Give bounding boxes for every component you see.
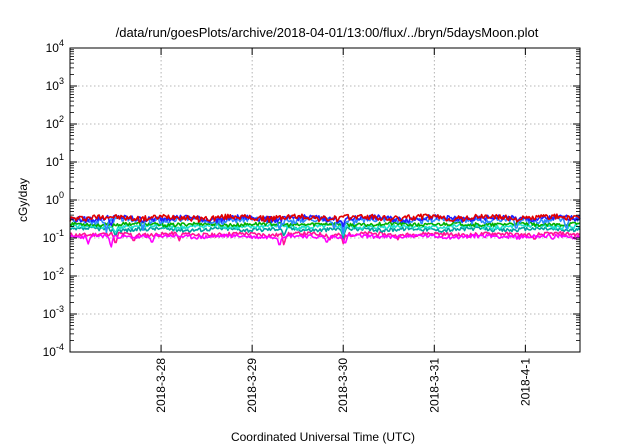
chart-title: /data/run/goesPlots/archive/2018-04-01/1… xyxy=(116,25,539,40)
y-axis-label: cGy/day xyxy=(16,178,30,222)
y-tick-label: 103 xyxy=(46,76,64,93)
series-line xyxy=(69,226,581,239)
grid xyxy=(70,48,580,352)
x-axis-label: Coordinated Universal Time (UTC) xyxy=(231,430,415,444)
x-tick-label: 2018-3-30 xyxy=(336,358,350,413)
series-group xyxy=(69,213,581,248)
y-tick-label: 10-4 xyxy=(43,342,64,359)
x-tick-labels: 2018-3-28 2018-3-29 2018-3-30 2018-3-31 2018… xyxy=(154,358,532,413)
series-line xyxy=(69,233,581,248)
x-tick-label: 2018-3-28 xyxy=(154,358,168,413)
y-tick-label: 10-3 xyxy=(43,304,64,321)
ticks xyxy=(70,47,580,353)
series-line xyxy=(69,223,581,236)
y-tick-label: 102 xyxy=(46,114,64,131)
x-tick-label: 2018-3-29 xyxy=(245,358,259,413)
y-tick-labels: 10-4 10-3 10-2 10-1 100 101 102 103 104 xyxy=(43,38,64,359)
x-tick-label: 2018-4-1 xyxy=(518,358,532,406)
x-tick-label: 2018-3-31 xyxy=(427,358,441,413)
y-tick-label: 10-2 xyxy=(43,266,64,283)
y-tick-label: 104 xyxy=(46,38,64,55)
y-tick-label: 101 xyxy=(46,152,64,169)
series-line xyxy=(69,221,581,228)
y-tick-label: 10-1 xyxy=(43,228,64,245)
y-tick-label: 100 xyxy=(46,190,64,207)
series-line xyxy=(69,213,581,223)
